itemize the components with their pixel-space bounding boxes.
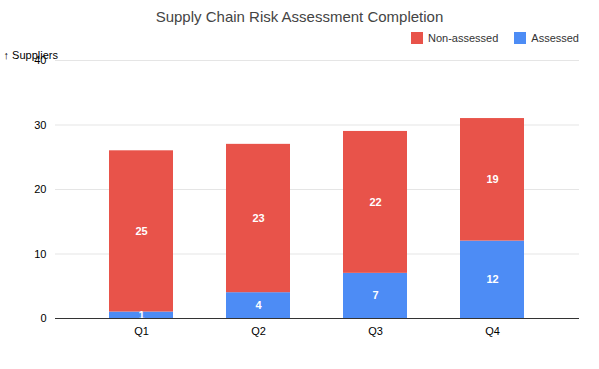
html-text:Supply Chain Risk Assessment C: Supply Chain Risk Assessment Completion bbox=[155, 8, 444, 25]
svg-text:22: 22 bbox=[369, 196, 381, 208]
svg-text:1: 1 bbox=[138, 308, 145, 321]
svg-text:7: 7 bbox=[372, 289, 378, 301]
svg-text:Q4: Q4 bbox=[485, 325, 500, 337]
svg-text:23: 23 bbox=[252, 212, 264, 224]
html-text:Non-assessed: Non-assessed bbox=[428, 32, 499, 44]
svg-text:20: 20 bbox=[34, 183, 46, 195]
svg-text:Q3: Q3 bbox=[368, 325, 383, 337]
svg-text:4: 4 bbox=[255, 299, 262, 311]
svg-text:10: 10 bbox=[34, 248, 46, 260]
svg-text:25: 25 bbox=[135, 225, 147, 237]
svg-text:Q1: Q1 bbox=[134, 325, 149, 337]
svg-text:19: 19 bbox=[486, 173, 498, 185]
svg-text:Q2: Q2 bbox=[251, 325, 266, 337]
html-text:Assessed: Assessed bbox=[531, 32, 579, 44]
svg-text:↑ Suppliers: ↑ Suppliers bbox=[4, 49, 59, 61]
svg-text:30: 30 bbox=[34, 119, 46, 131]
svg-text:0: 0 bbox=[40, 312, 46, 324]
svg-text:12: 12 bbox=[486, 273, 498, 285]
